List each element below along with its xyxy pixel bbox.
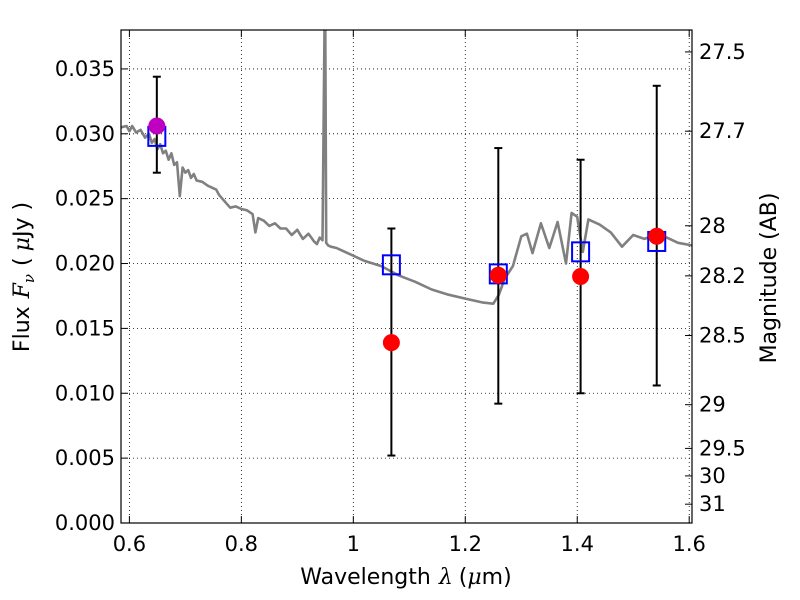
right-tick-label: 29.5 [699,436,746,460]
right-tick-label: 30 [699,464,726,488]
right-axis-ticks: 27.5 27.7 28 28.2 28.5 29 29.5 30 31 [685,40,746,516]
y-tick-label: 0.000 [55,511,115,535]
right-tick-label: 27.7 [699,119,746,143]
model-sed-line [121,30,692,306]
observed-flux-point [572,268,590,285]
right-axis-label: Magnitude (AB) [757,193,782,364]
x-axis-label: Wavelength λ (μm) [300,565,511,590]
observed-flux-point [148,117,166,135]
x-tick-label: 0.6 [113,532,146,556]
y-tick-label: 0.035 [55,57,115,81]
observed-flux-point [489,266,507,284]
y-tick-label: 0.030 [55,122,115,146]
y-axis-ticks: 0.000 0.005 0.010 0.015 0.020 0.025 0.030 0.035 [55,57,128,535]
model-photometry-square [381,254,401,276]
model-photometry-square [571,241,591,263]
grid-lines [121,30,692,524]
y-tick-label: 0.005 [55,446,115,470]
x-tick-label: 1.6 [672,532,705,556]
right-tick-label: 28.5 [699,324,746,348]
axes-frame [120,29,693,524]
x-tick-label: 1.4 [561,532,594,556]
observed-flux-point [648,227,666,245]
x-tick-label: 1.2 [449,532,482,556]
right-tick-label: 28 [699,214,726,238]
y-tick-label: 0.020 [55,252,115,276]
y-tick-label: 0.025 [55,187,115,211]
y-tick-label: 0.010 [55,381,115,405]
y-tick-label: 0.015 [55,316,115,340]
observed-flux-point [382,334,400,352]
right-tick-label: 27.5 [699,40,746,64]
x-axis-ticks: 0.6 0.8 1 1.2 1.4 1.6 [113,30,706,556]
right-tick-label: 31 [699,492,726,516]
right-tick-label: 28.2 [699,264,746,288]
y-axis-label: FluxFν(μJy ) [10,202,38,352]
x-tick-label: 0.8 [225,532,258,556]
right-tick-label: 29 [699,393,726,417]
plot-area [121,30,692,457]
x-tick-label: 1 [347,532,360,556]
